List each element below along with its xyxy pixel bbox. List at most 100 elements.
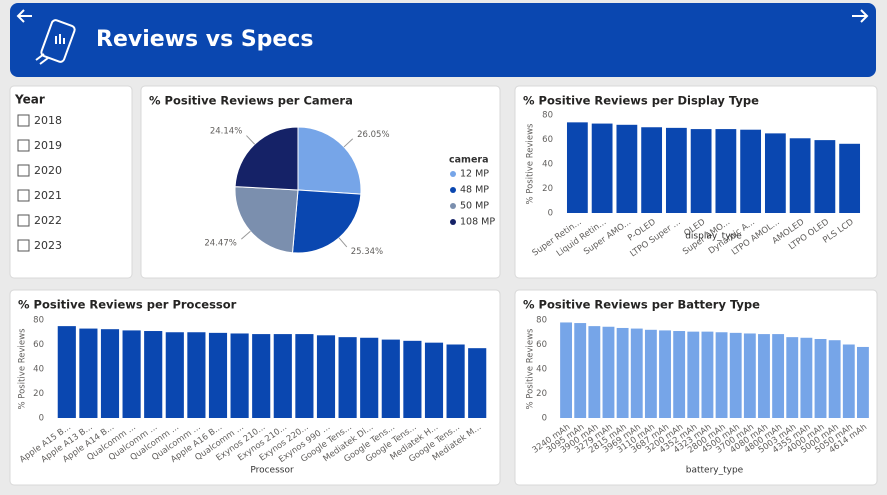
- bar: [252, 334, 271, 418]
- checkbox[interactable]: [17, 139, 30, 152]
- y-tick-label: 20: [542, 184, 553, 194]
- y-tick-label: 80: [536, 316, 547, 326]
- legend-label: 108 MP: [460, 217, 495, 228]
- leader-line: [343, 138, 354, 148]
- y-tick-label: 60: [536, 340, 547, 350]
- bar: [316, 335, 336, 418]
- x-axis-label: battery_type: [686, 466, 744, 476]
- y-tick-label: 20: [33, 389, 44, 399]
- slicer-title: Year: [14, 93, 45, 107]
- bar: [424, 342, 444, 418]
- bar: [644, 329, 657, 418]
- data-label: 26.05%: [357, 130, 389, 140]
- y-axis-label: % Positive Reviews: [526, 123, 536, 205]
- bar: [687, 331, 700, 418]
- legend-title: camera: [449, 155, 488, 166]
- bar: [641, 127, 663, 213]
- bar: [187, 332, 206, 418]
- bar: [273, 334, 292, 418]
- leader-line: [246, 135, 256, 145]
- data-label: 24.14%: [210, 127, 242, 137]
- bar: [701, 331, 714, 418]
- chart-title: % Positive Reviews per Display Type: [523, 94, 759, 108]
- bar: [743, 333, 756, 418]
- bar: [566, 122, 588, 213]
- legend-swatch: [450, 203, 456, 209]
- x-axis-label: display_type: [685, 232, 742, 242]
- y-axis-label: % Positive Reviews: [18, 328, 28, 410]
- bar: [360, 337, 379, 418]
- data-label: 25.34%: [351, 247, 383, 257]
- back-arrow[interactable]: [16, 9, 32, 23]
- y-tick-label: 80: [33, 316, 44, 326]
- y-tick-label: 0: [542, 414, 547, 424]
- y-tick-label: 80: [542, 111, 553, 121]
- bar: [57, 326, 76, 418]
- bar: [758, 334, 770, 418]
- x-axis-label: Processor: [250, 466, 294, 476]
- bar: [814, 338, 827, 418]
- pie-slice: [234, 186, 299, 254]
- bar: [764, 133, 786, 213]
- bar: [338, 337, 357, 418]
- y-tick-label: 60: [33, 340, 44, 350]
- chart-title: % Positive Reviews per Battery Type: [523, 298, 760, 312]
- bar: [839, 143, 861, 213]
- y-tick-label: 0: [548, 209, 553, 219]
- bar: [715, 129, 737, 213]
- slicer-panel: [9, 85, 133, 279]
- bar: [230, 333, 249, 418]
- leader-line: [338, 237, 348, 248]
- legend-label: 12 MP: [460, 169, 489, 180]
- header-bar: [10, 3, 876, 77]
- bar: [79, 328, 98, 418]
- bar: [165, 332, 184, 418]
- slicer-item[interactable]: 2022: [34, 214, 62, 227]
- bar: [800, 337, 813, 418]
- bar: [856, 346, 869, 418]
- phone-icon: [35, 19, 76, 65]
- slicer-item[interactable]: 2023: [34, 239, 62, 252]
- bar: [295, 334, 314, 418]
- slicer-item[interactable]: 2018: [34, 114, 62, 127]
- bar: [673, 331, 686, 418]
- bar: [630, 328, 643, 418]
- bar: [468, 348, 487, 418]
- header-title: Reviews vs Specs: [96, 27, 314, 52]
- bar: [616, 327, 629, 418]
- slicer-item[interactable]: 2019: [34, 139, 62, 152]
- leader-line: [241, 230, 251, 240]
- checkbox[interactable]: [17, 239, 30, 252]
- data-label: 24.47%: [204, 239, 236, 249]
- bar: [122, 330, 141, 418]
- y-axis-label: % Positive Reviews: [526, 328, 536, 410]
- bar: [715, 332, 728, 418]
- bar: [814, 140, 836, 213]
- bar: [828, 340, 841, 418]
- bar: [602, 326, 615, 418]
- checkbox[interactable]: [17, 189, 30, 202]
- bar: [403, 340, 422, 418]
- bar: [789, 138, 811, 213]
- pie-slice: [234, 126, 299, 191]
- y-tick-label: 40: [33, 365, 44, 375]
- bar: [381, 339, 400, 418]
- bar: [842, 344, 855, 418]
- legend-swatch: [450, 171, 456, 177]
- bar: [665, 127, 687, 213]
- y-tick-label: 40: [542, 160, 553, 170]
- bar: [690, 129, 712, 213]
- bar: [588, 326, 601, 418]
- slicer-item[interactable]: 2021: [34, 189, 62, 202]
- bar: [446, 344, 465, 418]
- chart-title: % Positive Reviews per Camera: [149, 94, 353, 108]
- bar: [574, 323, 587, 418]
- legend-label: 50 MP: [460, 201, 489, 212]
- checkbox[interactable]: [17, 214, 30, 227]
- slicer-item[interactable]: 2020: [34, 164, 62, 177]
- forward-arrow[interactable]: [852, 9, 869, 23]
- checkbox[interactable]: [17, 114, 30, 127]
- bar: [729, 332, 742, 418]
- chart-title: % Positive Reviews per Processor: [18, 298, 237, 312]
- checkbox[interactable]: [17, 164, 30, 177]
